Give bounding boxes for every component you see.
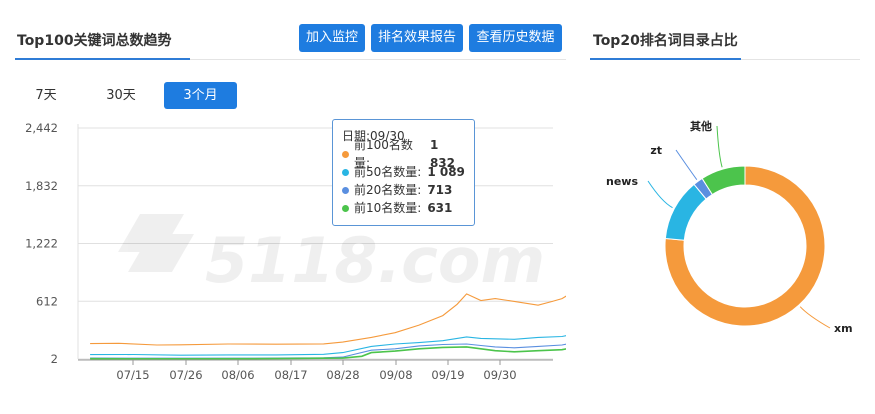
donut-slice-xm[interactable]: [664, 165, 826, 327]
share-panel-title: Top20排名词目录占比: [593, 33, 738, 49]
tooltip-row-top50: 前50名数量: 1 089: [342, 163, 465, 181]
x-tick-label: 08/17: [274, 368, 307, 382]
donut-slice-news[interactable]: [664, 183, 707, 241]
slice-label: 其他: [690, 119, 712, 133]
tooltip-label: 前10名数量:: [354, 201, 422, 215]
x-tick-label: 07/26: [169, 368, 202, 382]
watermark-logo: 5118.com: [118, 214, 545, 297]
title-underline: [590, 58, 741, 60]
tab-7-days[interactable]: 7天: [35, 88, 57, 103]
tooltip-label: 前20名数量:: [354, 183, 422, 197]
x-tick-label: 08/28: [326, 368, 359, 382]
add-monitor-button[interactable]: 加入监控: [299, 24, 365, 52]
y-tick-label: 1,222: [25, 237, 58, 251]
donut-slice-其他[interactable]: [701, 165, 746, 196]
series-dot-icon: [342, 204, 349, 212]
series-dot-icon: [342, 186, 349, 194]
label-leader-line: [716, 125, 723, 168]
tooltip-value: 1 089: [427, 165, 465, 179]
tooltip-row-top10: 前10名数量: 631: [342, 199, 465, 217]
label-leader-line: [799, 306, 831, 329]
tooltip-row-top20: 前20名数量: 713: [342, 181, 465, 199]
share-panel: Top20排名词目录占比: [590, 0, 875, 414]
x-tick-label: 09/08: [379, 368, 412, 382]
x-tick-label: 09/19: [431, 368, 464, 382]
y-tick-label: 612: [36, 294, 58, 308]
tooltip-label: 前50名数量:: [354, 165, 422, 179]
tooltip-row-top100: 前100名数量: 1 832: [342, 138, 465, 170]
label-leader-line: [675, 149, 698, 180]
slice-label: zt: [650, 144, 662, 157]
series-line-2: [90, 343, 566, 359]
slice-label: xm: [834, 322, 853, 335]
x-tick-label: 07/15: [116, 368, 149, 382]
series-line-3: [90, 346, 566, 360]
tooltip-value: 1 832: [429, 138, 455, 170]
watermark-text: 5118.com: [205, 224, 545, 297]
y-tick-label: 2: [51, 352, 58, 366]
trend-panel: Top100关键词总数趋势 加入监控 排名效果报告 查看历史数据 7天 30天 …: [15, 24, 566, 382]
series-line-1: [90, 335, 566, 356]
chart-tooltip: 日期:09/30 前100名数量: 1 832 前50名数量: 1 089 前2…: [332, 119, 475, 226]
label-leader-line: [647, 180, 673, 209]
tab-3-months[interactable]: 3个月: [164, 82, 237, 109]
series-dot-icon: [342, 168, 349, 176]
x-tick-label: 09/30: [483, 368, 516, 382]
tab-30-days[interactable]: 30天: [106, 88, 136, 103]
x-tick-label: 08/06: [221, 368, 254, 382]
view-history-button[interactable]: 查看历史数据: [469, 24, 562, 52]
series-dot-icon: [342, 150, 349, 158]
title-divider: [15, 59, 566, 60]
directory-donut-chart: xm news zt 其他: [606, 119, 853, 335]
trend-panel-title: Top100关键词总数趋势: [17, 33, 172, 49]
series-line-0: [90, 293, 566, 346]
slice-label: news: [606, 175, 638, 188]
title-underline: [15, 58, 190, 60]
y-tick-label: 2,442: [25, 121, 58, 135]
y-tick-label: 1,832: [25, 179, 58, 193]
tooltip-value: 631: [427, 201, 453, 215]
tooltip-value: 713: [427, 183, 453, 197]
ranking-report-button[interactable]: 排名效果报告: [371, 24, 463, 52]
trend-line-chart: 5118.com 2,442 1,832 1,222 612 2 07/15 07/26 08…: [25, 121, 566, 382]
tooltip-date: 日期:09/30: [342, 129, 405, 143]
tooltip-label: 前100名数量:: [354, 138, 413, 170]
